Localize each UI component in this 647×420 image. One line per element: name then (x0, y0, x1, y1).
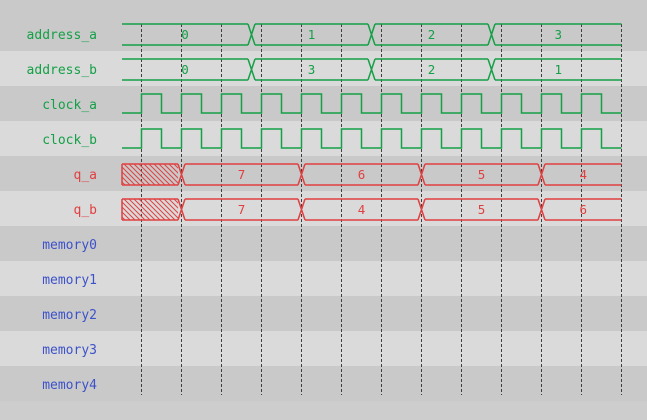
signal-label-memory2[interactable]: memory2 (42, 308, 97, 323)
row-stripe-memory2 (0, 296, 647, 331)
signal-label-memory3[interactable]: memory3 (42, 343, 97, 358)
waveform-q_a: 7 6 5 4 (121, 163, 622, 186)
waveform-clock_a (122, 93, 622, 114)
row-stripe-memory0 (0, 226, 647, 261)
row-stripe-memory4 (0, 366, 647, 401)
bottom-margin (0, 401, 647, 420)
signal-label-q_a[interactable]: q_a (73, 168, 97, 183)
signal-label-address_a[interactable]: address_a (26, 28, 97, 43)
bus-value-label: 2 (428, 27, 436, 42)
waveform-address_a: 0 1 2 3 (122, 23, 622, 46)
signal-label-memory4[interactable]: memory4 (42, 378, 97, 393)
bus-value-label: 5 (478, 167, 486, 182)
bus-value-label: 1 (554, 62, 562, 77)
bus-value-label: 3 (554, 27, 562, 42)
waveform-clock_b (122, 128, 622, 149)
bus-value-label: 0 (181, 62, 189, 77)
row-stripe-clock_b (0, 121, 647, 156)
signal-label-q_b[interactable]: q_b (73, 203, 97, 218)
row-stripe-memory3 (0, 331, 647, 366)
signal-label-address_b[interactable]: address_b (26, 63, 97, 78)
top-margin (0, 0, 647, 16)
bus-value-label: 4 (579, 167, 587, 182)
signal-label-memory1[interactable]: memory1 (42, 273, 97, 288)
row-stripe-clock_a (0, 86, 647, 121)
bus-value-label: 7 (238, 167, 246, 182)
bus-value-label: 2 (428, 62, 436, 77)
bus-value-label: 7 (238, 202, 246, 217)
bus-value-label: 0 (181, 27, 189, 42)
signal-label-clock_b[interactable]: clock_b (42, 133, 97, 148)
bus-value-label: 5 (478, 202, 486, 217)
bus-value-label: 4 (358, 202, 366, 217)
waveform-q_b: 7 4 5 6 (121, 198, 622, 221)
bus-value-label: 6 (358, 167, 366, 182)
row-stripe-memory1 (0, 261, 647, 296)
signal-label-memory0[interactable]: memory0 (42, 238, 97, 253)
bus-value-label: 6 (579, 202, 587, 217)
bus-value-label: 3 (308, 62, 316, 77)
bus-value-label: 1 (308, 27, 316, 42)
waveform-address_b: 0 3 2 1 (122, 58, 622, 81)
unknown-hatch-q_b (122, 199, 178, 220)
signal-label-clock_a[interactable]: clock_a (42, 98, 97, 113)
unknown-hatch-q_a (122, 164, 178, 185)
